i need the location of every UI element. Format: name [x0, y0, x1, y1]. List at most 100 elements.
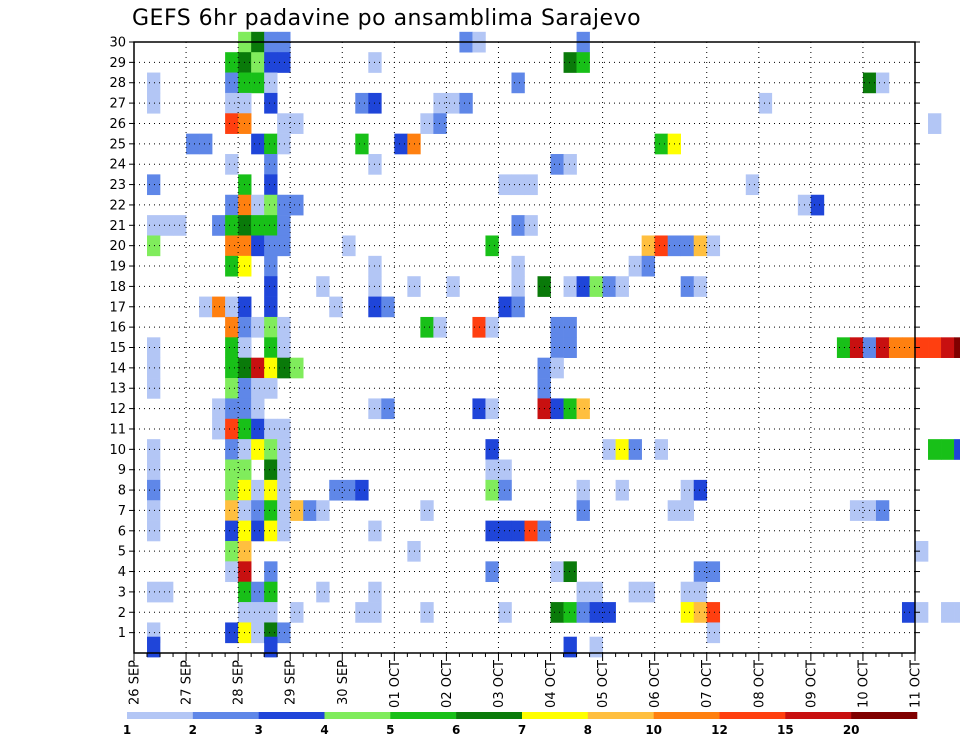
y-tick-label: 22: [109, 198, 126, 213]
heatmap-cell: [225, 479, 239, 501]
heatmap-cell: [355, 133, 369, 155]
heatmap-cell: [420, 316, 434, 338]
heatmap-cell: [563, 636, 577, 658]
heatmap-cell: [225, 459, 239, 481]
heatmap-cell: [875, 72, 890, 94]
colorbar-swatch: [192, 712, 259, 719]
heatmap-cell: [225, 398, 239, 420]
heatmap-cell: [264, 418, 278, 440]
colorbar-swatch: [324, 712, 391, 719]
heatmap-cell: [498, 520, 512, 542]
heatmap-cell: [264, 357, 278, 379]
y-tick-label: 19: [109, 260, 126, 275]
heatmap-cell: [277, 357, 291, 379]
colorbar-label: 12: [711, 723, 728, 737]
heatmap-cell: [212, 418, 226, 440]
heatmap-cell: [147, 92, 161, 114]
heatmap-cell: [290, 357, 304, 379]
heatmap-cell: [706, 622, 721, 644]
heatmap-cell: [576, 602, 590, 623]
heatmap-cell: [928, 113, 942, 134]
y-tick-label: 16: [109, 321, 126, 336]
y-tick-label: 25: [109, 137, 126, 152]
y-tick-label: 9: [118, 463, 126, 478]
heatmap-cell: [550, 398, 564, 420]
colorbar-swatch: [258, 712, 325, 719]
heatmap-cell: [225, 418, 239, 440]
heatmap-cell: [264, 92, 278, 114]
heatmap-cell: [433, 92, 447, 114]
heatmap-cell: [589, 636, 603, 658]
heatmap-cell: [563, 398, 577, 420]
colorbar-swatch: [587, 712, 654, 719]
heatmap-cell: [225, 622, 239, 644]
heatmap-cell: [589, 276, 603, 297]
heatmap-cell: [654, 133, 668, 155]
heatmap-cell: [147, 636, 161, 658]
heatmap-cell: [498, 174, 512, 196]
heatmap-cell: [147, 215, 161, 236]
heatmap-cell: [693, 479, 708, 501]
heatmap-cell: [225, 296, 239, 318]
heatmap-cell: [225, 337, 239, 358]
heatmap-cell: [277, 113, 291, 134]
heatmap-cell: [264, 276, 278, 297]
heatmap-cell: [225, 540, 239, 562]
heatmap-cell: [225, 215, 239, 236]
heatmap-cell: [212, 398, 226, 420]
heatmap-cell: [928, 337, 942, 358]
heatmap-cell: [485, 398, 499, 420]
y-tick-label: 10: [109, 443, 126, 458]
heatmap-cell: [277, 459, 291, 481]
heatmap-cell: [680, 276, 695, 297]
heatmap-cell: [849, 337, 864, 358]
heatmap-cell: [290, 500, 304, 521]
x-tick-label: 07 OCT: [700, 660, 715, 708]
heatmap-cell: [511, 276, 525, 297]
heatmap-cell: [251, 378, 265, 399]
heatmap-cell: [225, 72, 239, 94]
heatmap-cell: [680, 602, 695, 623]
heatmap-cell: [277, 500, 291, 521]
heatmap-cell: [264, 479, 278, 501]
heatmap-cell: [745, 174, 760, 196]
heatmap-cell: [654, 235, 668, 257]
heatmap-cell: [524, 520, 538, 542]
heatmap-cell: [329, 296, 343, 318]
heatmap-cell: [928, 439, 942, 460]
heatmap-cell: [706, 561, 721, 583]
heatmap-cell: [511, 215, 525, 236]
heatmap-cell: [563, 276, 577, 297]
heatmap-cell: [316, 581, 330, 603]
heatmap-cell: [576, 276, 590, 297]
colorbar-swatch: [719, 712, 786, 719]
colorbar-swatch: [653, 712, 720, 719]
heatmap-cell: [615, 479, 629, 501]
heatmap-cell: [485, 439, 499, 460]
heatmap-cell: [563, 337, 577, 358]
heatmap-cell: [615, 276, 629, 297]
heatmap-cell: [576, 398, 590, 420]
heatmap-cell: [888, 337, 903, 358]
colorbar-label: 5: [386, 723, 394, 737]
heatmap-cell: [290, 602, 304, 623]
x-tick-label: 03 OCT: [492, 660, 507, 708]
heatmap-cell: [641, 255, 655, 277]
heatmap-cell: [433, 316, 447, 338]
colorbar-label: 20: [843, 723, 860, 737]
heatmap-cell: [563, 154, 577, 175]
colorbar-label: 3: [254, 723, 262, 737]
heatmap-cell: [693, 276, 708, 297]
heatmap-cell: [147, 337, 161, 358]
heatmap-cell: [225, 235, 239, 257]
heatmap-cell: [277, 215, 291, 236]
heatmap-cell: [251, 316, 265, 338]
colorbar-swatch: [522, 712, 589, 719]
heatmap-cell: [225, 357, 239, 379]
heatmap-cell: [511, 72, 525, 94]
y-tick-label: 2: [118, 606, 126, 621]
heatmap-cell: [264, 235, 278, 257]
heatmap-cell: [147, 500, 161, 521]
heatmap-cell: [147, 520, 161, 542]
heatmap-cell: [277, 622, 291, 644]
